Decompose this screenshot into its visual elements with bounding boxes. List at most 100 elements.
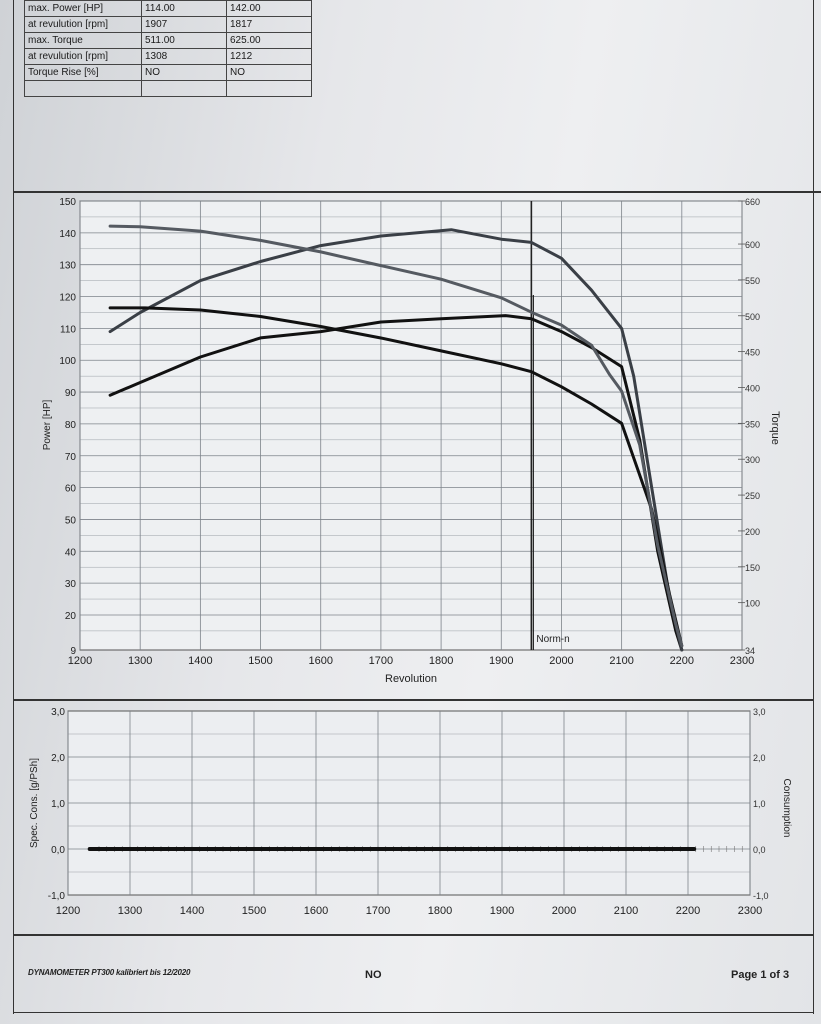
summary-label: max. Torque	[24, 32, 142, 49]
y2-tick-label: 250	[745, 491, 760, 501]
y2-axis-label: Consumption	[781, 779, 792, 838]
y-tick-label: 2,0	[51, 753, 65, 764]
y2-tick-label: 3,0	[753, 707, 766, 717]
power-torque-chart: 1200 1300 1400 1500 1600 1700 1800 1900 2000 2100…	[42, 197, 781, 685]
summary-label: Torque Rise [%]	[24, 64, 142, 81]
y2-tick-label: 300	[745, 455, 760, 465]
x-tick-label: 1700	[369, 655, 393, 667]
summary-row	[24, 80, 312, 97]
summary-value-2: 625.00	[226, 32, 312, 49]
y-tick-label: 40	[65, 547, 77, 558]
y2-tick-label: 550	[745, 276, 760, 286]
y2-tick-label: -1,0	[753, 891, 769, 901]
x-axis-label: Revolution	[385, 673, 437, 685]
summary-table: max. Power [HP] 114.00 142.00 at revulution…	[24, 0, 312, 97]
x-tick-label: 1900	[490, 905, 514, 917]
series-line-2	[108, 228, 684, 652]
summary-label: at revulution [rpm]	[24, 48, 142, 65]
x-tick-label: 1500	[248, 655, 272, 667]
summary-value-1: 511.00	[141, 32, 227, 49]
consumption-chart: 1200 1300 1400 1500 1600 1700 1800 1900 2000 2100…	[29, 707, 792, 917]
y2-tick-label: 0,0	[753, 845, 766, 855]
summary-row: at revulution [rpm] 1907 1817	[24, 16, 312, 33]
y-tick-label: 90	[65, 388, 77, 399]
y-axis-label: Power [HP]	[42, 399, 53, 450]
y-tick-label: 130	[59, 261, 76, 272]
y-tick-label: 1,0	[51, 799, 65, 810]
x-tick-label: 2300	[730, 655, 754, 667]
summary-value-1: NO	[141, 64, 227, 81]
y2-axis-label: Torque	[769, 411, 781, 445]
y2-tick-label: 400	[745, 383, 760, 393]
x-tick-label: 2100	[614, 905, 638, 917]
footer-middle-text: NO	[365, 969, 382, 981]
summary-value-2: 142.00	[226, 0, 312, 17]
y2-tick-label: 660	[745, 197, 760, 207]
y-tick-label: 110	[60, 324, 76, 335]
x-tick-label: 2000	[549, 655, 573, 667]
summary-value-1: 114.00	[141, 0, 227, 17]
frame-middle-divider	[14, 699, 814, 701]
footer-page-number: Page 1 of 3	[731, 969, 790, 981]
y-tick-label: 120	[59, 293, 76, 304]
y2-tick-label: 34	[745, 646, 755, 656]
x-tick-label: 1300	[128, 655, 152, 667]
x-tick-label: 1600	[308, 655, 332, 667]
summary-value-2: 1212	[226, 48, 312, 65]
x-tick-label: 1800	[428, 905, 452, 917]
y2-tick-label: 2,0	[753, 753, 766, 763]
frame-top-divider	[14, 191, 821, 193]
y-tick-label: 140	[59, 229, 76, 240]
summary-value-1: 1308	[141, 48, 227, 65]
y-tick-label: 150	[59, 197, 76, 208]
y-axis-label: Spec. Cons. [g/PSh]	[29, 758, 40, 848]
frame-left-border	[13, 0, 14, 1014]
series-line-4	[108, 224, 684, 648]
summary-label	[24, 80, 142, 97]
x-tick-label: 2200	[676, 905, 700, 917]
x-tick-label: 1900	[489, 655, 513, 667]
x-tick-label: 1500	[242, 905, 266, 917]
y2-tick-label: 150	[745, 563, 760, 573]
x-tick-label: 1700	[366, 905, 390, 917]
y2-tick-label: 600	[745, 240, 760, 250]
summary-row: max. Power [HP] 114.00 142.00	[24, 0, 312, 17]
frame-bottom-divider	[14, 934, 814, 936]
x-tick-label: 2200	[670, 655, 694, 667]
x-tick-label: 1400	[180, 905, 204, 917]
summary-row: Torque Rise [%] NO NO	[24, 64, 312, 81]
x-tick-label: 2100	[609, 655, 633, 667]
y-tick-label: 50	[65, 515, 77, 526]
y-tick-label: 80	[65, 420, 77, 431]
summary-value-1: 1907	[141, 16, 227, 33]
y2-tick-label: 100	[745, 599, 760, 609]
y2-tick-label: 1,0	[753, 799, 766, 809]
x-tick-label: 1600	[304, 905, 328, 917]
y2-tick-label: 350	[745, 419, 760, 429]
summary-value-2: 1817	[226, 16, 312, 33]
y-tick-label: 20	[65, 611, 77, 622]
y2-tick-label: 500	[745, 312, 760, 322]
y2-tick-label: 450	[745, 348, 760, 358]
y-tick-label: 3,0	[51, 707, 65, 718]
x-tick-label: 1200	[56, 905, 80, 917]
norm-n-marker-label: Norm-n	[536, 634, 569, 645]
y2-tick-label: 200	[745, 527, 760, 537]
y-tick-label: 60	[65, 484, 77, 495]
summary-value-2: NO	[226, 64, 312, 81]
y-tick-label: 9	[70, 646, 76, 657]
summary-value-2	[226, 80, 312, 97]
summary-row: max. Torque 511.00 625.00	[24, 32, 312, 49]
x-tick-label: 1400	[188, 655, 212, 667]
summary-row: at revulution [rpm] 1308 1212	[24, 48, 312, 65]
frame-right-border	[813, 0, 814, 1014]
footer-dynamometer-note: DYNAMOMETER PT300 kalibriert bis 12/2020	[28, 968, 191, 977]
y-tick-label: -1,0	[48, 891, 66, 902]
series-line-3	[108, 306, 684, 648]
x-tick-label: 2000	[552, 905, 576, 917]
y-tick-label: 30	[65, 579, 77, 590]
x-tick-label: 1200	[68, 655, 92, 667]
summary-label: at revulution [rpm]	[24, 16, 142, 33]
y-tick-label: 70	[65, 452, 77, 463]
summary-label: max. Power [HP]	[24, 0, 142, 17]
